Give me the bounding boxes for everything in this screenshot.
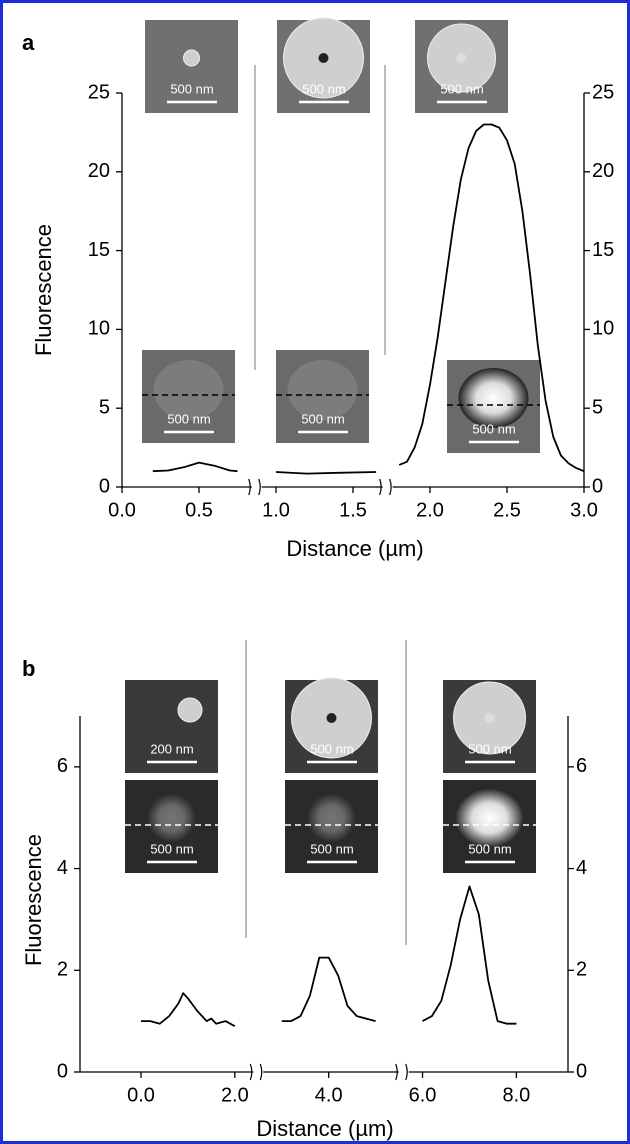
axis-break-gap [253, 1068, 264, 1076]
y-tick-label-right: 5 [592, 396, 603, 418]
scale-bar-label: 500 nm [440, 81, 483, 96]
y-tick-label: 25 [88, 81, 110, 103]
y-tick-label-right: 20 [592, 160, 614, 182]
y-tick-label: 6 [57, 755, 68, 777]
x-tick-label: 3.0 [570, 499, 598, 521]
data-line [398, 123, 585, 473]
data-line [152, 461, 238, 473]
x-tick-label: 0.5 [185, 499, 213, 521]
y-tick-label-right: 10 [592, 318, 614, 340]
y-tick-label-right: 25 [592, 81, 614, 103]
y-tick-label-right: 0 [576, 1060, 587, 1082]
hole [318, 53, 329, 63]
y-tick-label: 20 [88, 160, 110, 182]
data-line [141, 992, 236, 1027]
x-tick-label: 0.0 [127, 1084, 155, 1106]
panel-label: a [22, 30, 35, 55]
y-tick-label: 0 [57, 1060, 68, 1082]
x-tick-label: 2.5 [493, 499, 521, 521]
panel-label: b [22, 656, 35, 681]
y-tick-label-right: 6 [576, 755, 587, 777]
fluorescence-spot [287, 360, 358, 420]
x-axis-label: Distance (µm) [256, 1116, 393, 1141]
particle [183, 49, 200, 67]
scale-bar-label: 200 nm [150, 741, 193, 756]
x-tick-label: 2.0 [221, 1084, 249, 1106]
inset-image [125, 680, 218, 773]
y-tick-label: 15 [88, 239, 110, 261]
axis-break [248, 478, 261, 496]
data-line [281, 956, 376, 1022]
x-tick-label: 8.0 [502, 1084, 530, 1106]
axis-break-gap [382, 483, 393, 491]
fluorescence-spot [458, 368, 529, 428]
hole [456, 53, 467, 63]
scale-bar-label: 500 nm [472, 421, 515, 436]
y-tick-label-right: 0 [592, 475, 603, 497]
y-tick-label: 5 [99, 396, 110, 418]
x-axis-label: Distance (µm) [286, 536, 423, 561]
fluorescence-spot [454, 788, 525, 848]
data-line [422, 885, 517, 1025]
axis-break [379, 478, 392, 496]
y-tick-label: 2 [57, 959, 68, 981]
particle [177, 697, 203, 723]
y-tick-label-right: 2 [576, 959, 587, 981]
hole [326, 713, 337, 723]
axis-break-gap [398, 1068, 409, 1076]
axis-break [395, 1063, 408, 1081]
fluorescence-spot [306, 793, 357, 843]
scale-bar-label: 500 nm [301, 411, 344, 426]
scale-bar-label: 500 nm [468, 741, 511, 756]
scale-bar-label: 500 nm [468, 841, 511, 856]
y-tick-label: 4 [57, 857, 68, 879]
y-tick-label-right: 15 [592, 239, 614, 261]
axis-break-gap [251, 483, 262, 491]
data-line [275, 471, 377, 475]
y-tick-label: 10 [88, 318, 110, 340]
scale-bar-label: 500 nm [302, 81, 345, 96]
x-tick-label: 1.5 [339, 499, 367, 521]
x-tick-label: 0.0 [108, 499, 136, 521]
x-tick-label: 6.0 [409, 1084, 437, 1106]
scale-bar-label: 500 nm [150, 841, 193, 856]
axis-break [249, 1063, 263, 1081]
fluorescence-spot [146, 793, 197, 843]
x-tick-label: 2.0 [416, 499, 444, 521]
scale-bar-label: 500 nm [310, 741, 353, 756]
x-tick-label: 1.0 [262, 499, 290, 521]
y-tick-label: 0 [99, 475, 110, 497]
scale-bar-label: 500 nm [170, 81, 213, 96]
x-tick-label: 4.0 [315, 1084, 343, 1106]
scale-bar-label: 500 nm [167, 411, 210, 426]
y-axis-label: Fluorescence [21, 834, 46, 966]
y-axis-label: Fluorescence [31, 224, 56, 356]
hole [484, 713, 495, 723]
scale-bar-label: 500 nm [310, 841, 353, 856]
fluorescence-spot [153, 360, 224, 420]
y-tick-label-right: 4 [576, 857, 587, 879]
